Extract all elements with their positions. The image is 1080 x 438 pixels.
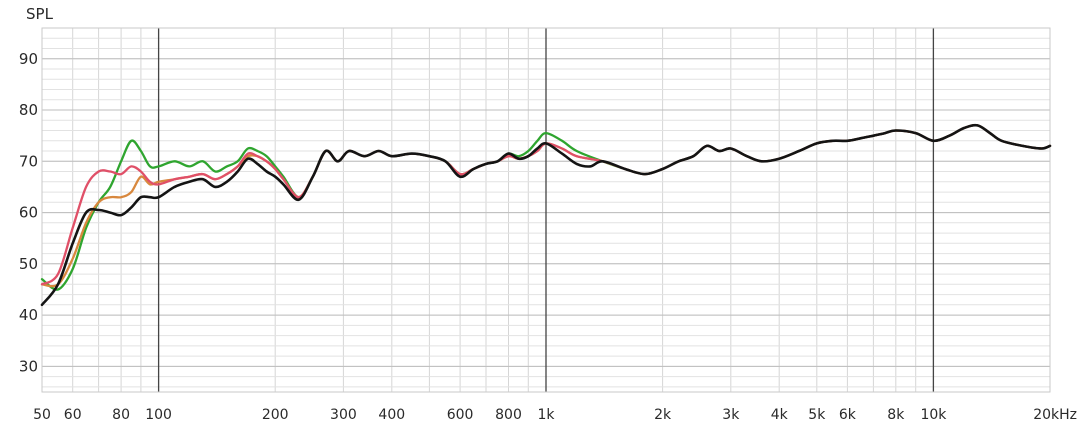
plot-frame (41, 27, 1051, 393)
series-group (40, 123, 1052, 307)
y-tick-label: 70 (19, 152, 38, 170)
x-tick-label: 1k (537, 407, 555, 423)
x-tick-label: 80 (112, 407, 130, 423)
black-response-line (40, 123, 1052, 307)
x-tick-label: 100 (145, 407, 172, 423)
y-tick-label: 60 (19, 204, 38, 222)
x-tick-label: 5k (808, 407, 826, 423)
y-tick-label: 30 (19, 357, 38, 375)
y-tick-label: 90 (19, 50, 38, 68)
x-tick-label: 600 (447, 407, 474, 423)
y-tick-label: 80 (19, 101, 38, 119)
x-tick-label: 8k (887, 407, 905, 423)
x-tick-label: 50 (33, 407, 51, 423)
major-grid (42, 28, 1050, 392)
x-tick-label: 6k (839, 407, 857, 423)
x-tick-label: 10k (920, 407, 947, 423)
x-tick-label: 800 (495, 407, 522, 423)
x-tick-label: 4k (771, 407, 789, 423)
x-tick-label: 3k (722, 407, 740, 423)
y-tick-label: 50 (19, 255, 38, 273)
x-tick-label: 400 (378, 407, 405, 423)
x-tick-label: 300 (330, 407, 357, 423)
x-tick-label: 20kHz (1033, 407, 1077, 423)
x-tick-label: 2k (654, 407, 672, 423)
x-tick-labels: 50 60 80 100 200 300 400 600 800 1k 2k 3k 4k 5k 6k 8k 10… (33, 407, 1077, 423)
x-tick-label: 60 (64, 407, 82, 423)
x-tick-label: 200 (262, 407, 289, 423)
y-tick-labels: 90 80 70 60 50 40 30 (19, 50, 38, 376)
y-axis-label: SPL (26, 5, 54, 23)
y-tick-label: 40 (19, 306, 38, 324)
